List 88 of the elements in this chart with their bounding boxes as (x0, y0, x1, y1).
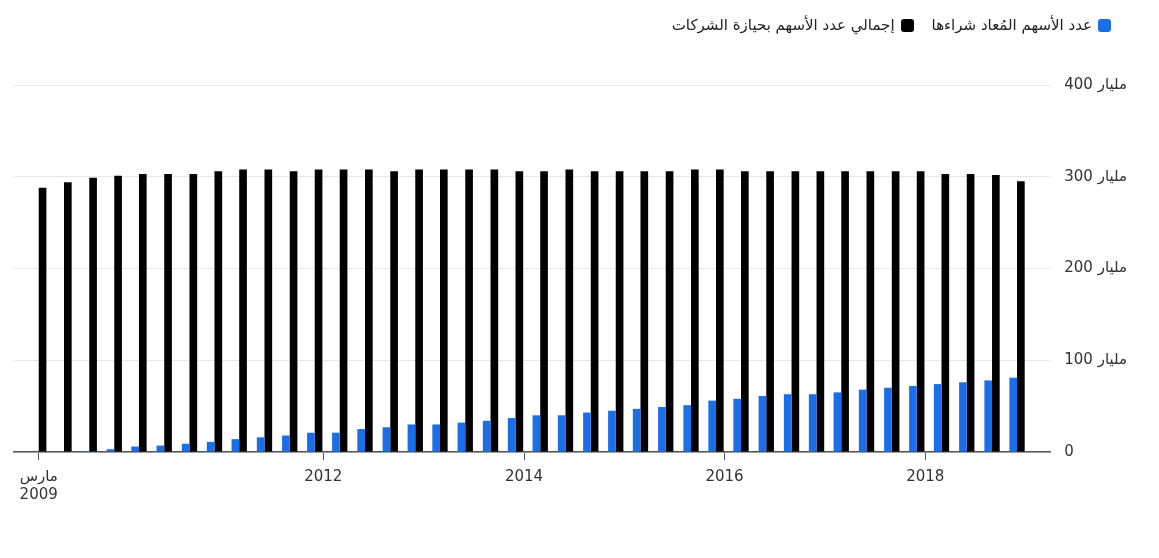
bar (38, 187, 47, 452)
bar (1009, 377, 1018, 452)
bar (583, 412, 591, 452)
bar (432, 424, 440, 452)
bar (916, 171, 925, 452)
bar (909, 385, 917, 452)
x-tick-label: 2014 (504, 466, 544, 485)
bar (691, 169, 699, 452)
bar (239, 169, 247, 452)
bar (933, 384, 942, 452)
bar (164, 174, 172, 452)
bar (515, 171, 524, 452)
bar (339, 169, 348, 452)
bar (314, 169, 323, 452)
bar (733, 398, 741, 452)
bar (632, 408, 641, 452)
bar (816, 171, 825, 452)
x-tick-label: 2012 (304, 466, 343, 485)
bar (557, 415, 566, 452)
bar (891, 171, 900, 452)
bar (540, 171, 548, 452)
bar (138, 174, 147, 452)
bar (365, 169, 373, 452)
x-tick-label: 2016 (705, 466, 744, 485)
bar (708, 400, 717, 452)
bar (490, 169, 499, 452)
bar (841, 171, 849, 452)
bar (189, 174, 198, 452)
bar (833, 392, 842, 452)
bar (783, 394, 792, 452)
y-tick-label: 300 مليار (1064, 166, 1128, 185)
bar (615, 171, 624, 452)
bar (181, 443, 190, 452)
bar (256, 437, 265, 452)
bar (382, 427, 391, 452)
bar (390, 171, 398, 452)
bar (658, 407, 666, 452)
bar (959, 382, 967, 452)
bar (457, 422, 466, 452)
bar (565, 169, 574, 452)
bar (884, 387, 892, 452)
bar (608, 410, 616, 452)
bar (106, 449, 115, 452)
y-tick-label: 100 مليار (1064, 350, 1128, 369)
bar (231, 439, 240, 452)
bar (716, 169, 724, 452)
bar (1017, 181, 1025, 452)
bar (63, 182, 72, 452)
bar (156, 445, 165, 452)
bar (357, 429, 366, 452)
x-tick-label: 2018 (906, 466, 945, 485)
bar (264, 169, 273, 452)
bar (858, 389, 867, 452)
y-tick-label: 200 مليار (1064, 258, 1128, 277)
bar (683, 405, 692, 452)
bar (984, 380, 993, 452)
bar (332, 432, 340, 452)
bar (758, 396, 767, 452)
bar (808, 394, 817, 452)
bar (941, 174, 950, 452)
bar (114, 175, 122, 452)
bar (791, 171, 800, 452)
bar (665, 171, 674, 452)
bar (289, 171, 298, 452)
bar (741, 171, 749, 452)
bar (866, 171, 875, 452)
bar (131, 446, 139, 452)
bar (89, 177, 97, 452)
bar (465, 169, 473, 452)
bar (482, 420, 491, 452)
legend-label: إجمالي عدد الأسهم بحيازة الشركات (671, 16, 895, 34)
bar (307, 432, 315, 452)
bar (766, 171, 774, 452)
bar (992, 174, 1000, 452)
bar (507, 418, 516, 452)
bar (439, 169, 448, 452)
bar (282, 435, 290, 452)
bar (532, 415, 541, 452)
bar (407, 424, 416, 452)
bar (206, 441, 215, 452)
y-tick-label: 400 مليار (1064, 74, 1128, 93)
bar (640, 171, 649, 452)
bar (590, 171, 599, 452)
bar (966, 174, 975, 452)
y-tick-label: 0 (1064, 441, 1074, 460)
bar (214, 171, 223, 452)
legend-label: عدد الأسهم المُعاد شراءها (931, 16, 1092, 34)
bar (415, 169, 423, 452)
